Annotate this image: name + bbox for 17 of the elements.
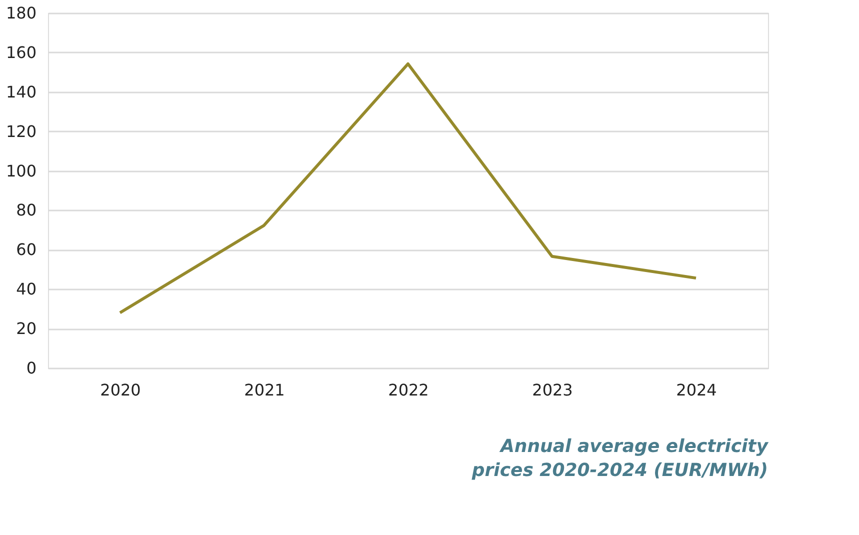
x-tick-label: 2020 <box>100 380 141 400</box>
text: Annual average electricity prices 2020-2024 (EUR/MWh) <box>470 436 770 481</box>
y-tick-label: 40 <box>16 280 36 299</box>
y-tick-label: 0 <box>26 358 36 378</box>
x-tick-label: 2023 <box>532 380 573 400</box>
y-tick-label: 140 <box>6 82 36 102</box>
y-tick-label: 60 <box>16 240 36 260</box>
y-tick-label: 160 <box>6 42 36 62</box>
x-tick-label: 2024 <box>676 380 717 400</box>
y-tick-label: 100 <box>6 161 36 180</box>
line-series <box>118 62 698 314</box>
y-tick-label: 120 <box>6 122 36 141</box>
y-tick-label: 20 <box>16 319 36 338</box>
x-tick-label: 2021 <box>244 380 285 400</box>
y-tick-label: 80 <box>16 200 36 220</box>
y-tick-label: 180 <box>6 4 36 22</box>
x-tick-label: 2022 <box>388 380 429 400</box>
